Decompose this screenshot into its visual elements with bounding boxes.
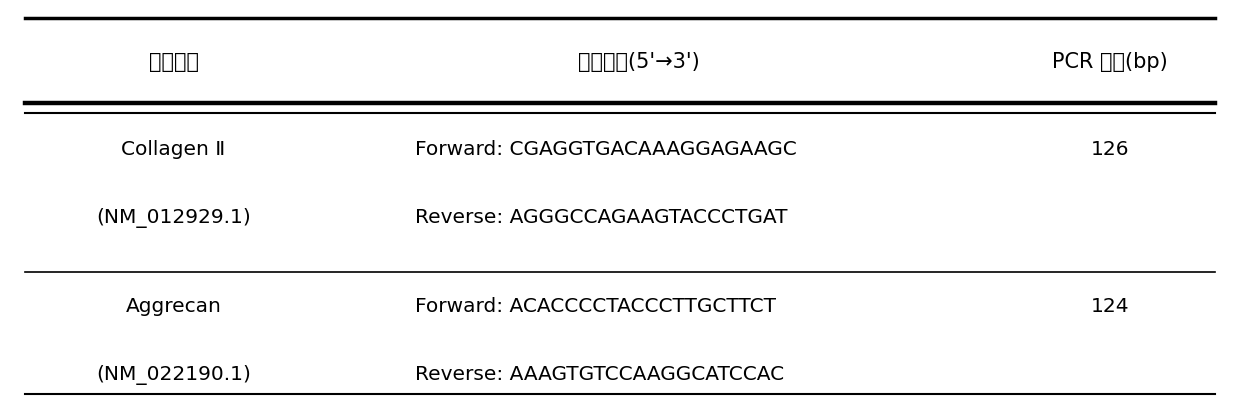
Text: Forward: CGAGGTGACAAAGGAGAAGC: Forward: CGAGGTGACAAAGGAGAAGC <box>415 139 797 159</box>
Text: (NM_022190.1): (NM_022190.1) <box>97 365 250 385</box>
Text: Forward: ACACCCCTACCCTTGCTTCT: Forward: ACACCCCTACCCTTGCTTCT <box>415 297 776 316</box>
Text: Reverse: AAAGTGTCCAAGGCATCCAC: Reverse: AAAGTGTCCAAGGCATCCAC <box>415 365 785 384</box>
Text: 126: 126 <box>1090 139 1130 159</box>
Text: Aggrecan: Aggrecan <box>125 297 222 316</box>
Text: (NM_012929.1): (NM_012929.1) <box>97 208 250 228</box>
Text: PCR 产物(bp): PCR 产物(bp) <box>1052 52 1168 73</box>
Text: 目的基因: 目的基因 <box>149 52 198 73</box>
Text: 124: 124 <box>1090 297 1130 316</box>
Text: 引物序列(5'→3'): 引物序列(5'→3') <box>578 52 699 73</box>
Text: Collagen Ⅱ: Collagen Ⅱ <box>122 139 226 159</box>
Text: Reverse: AGGGCCAGAAGTACCCTGAT: Reverse: AGGGCCAGAAGTACCCTGAT <box>415 208 787 227</box>
